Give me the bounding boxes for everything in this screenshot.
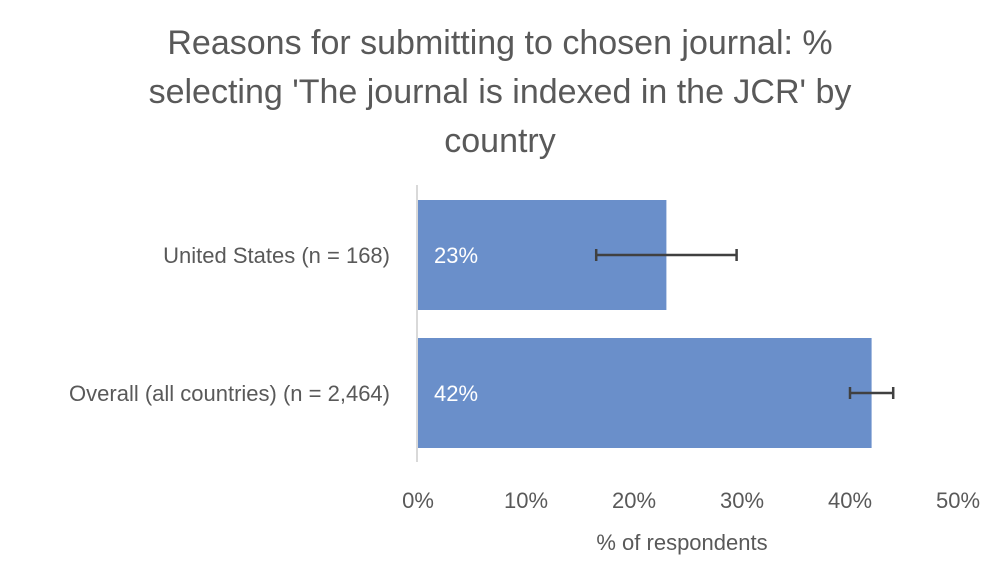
x-tick-label: 50% (936, 488, 980, 513)
chart-title-line: country (444, 122, 556, 160)
bars (418, 200, 872, 448)
x-tick-label: 10% (504, 488, 548, 513)
category-label: United States (n = 168) (163, 243, 390, 268)
bar (418, 338, 872, 448)
error-bar (848, 387, 895, 399)
x-axis-title: % of respondents (596, 530, 767, 555)
x-tick-label: 20% (612, 488, 656, 513)
x-tick-labels: 0% 10% 20% 30% 40% 50% (402, 488, 980, 513)
x-tick-label: 30% (720, 488, 764, 513)
data-label: 42% (434, 381, 478, 406)
error-bar (594, 249, 738, 261)
category-label: Overall (all countries) (n = 2,464) (69, 381, 390, 406)
data-label: 23% (434, 243, 478, 268)
error-bars (594, 249, 895, 399)
category-labels: United States (n = 168) Overall (all coun… (69, 243, 390, 406)
chart-title: Reasons for submitting to chosen journal… (149, 24, 852, 160)
x-tick-label: 0% (402, 488, 434, 513)
chart-title-line: Reasons for submitting to chosen journal… (167, 24, 832, 62)
chart-title-line: selecting 'The journal is indexed in the… (149, 73, 852, 111)
data-labels: 23% 42% (434, 243, 478, 406)
x-tick-label: 40% (828, 488, 872, 513)
